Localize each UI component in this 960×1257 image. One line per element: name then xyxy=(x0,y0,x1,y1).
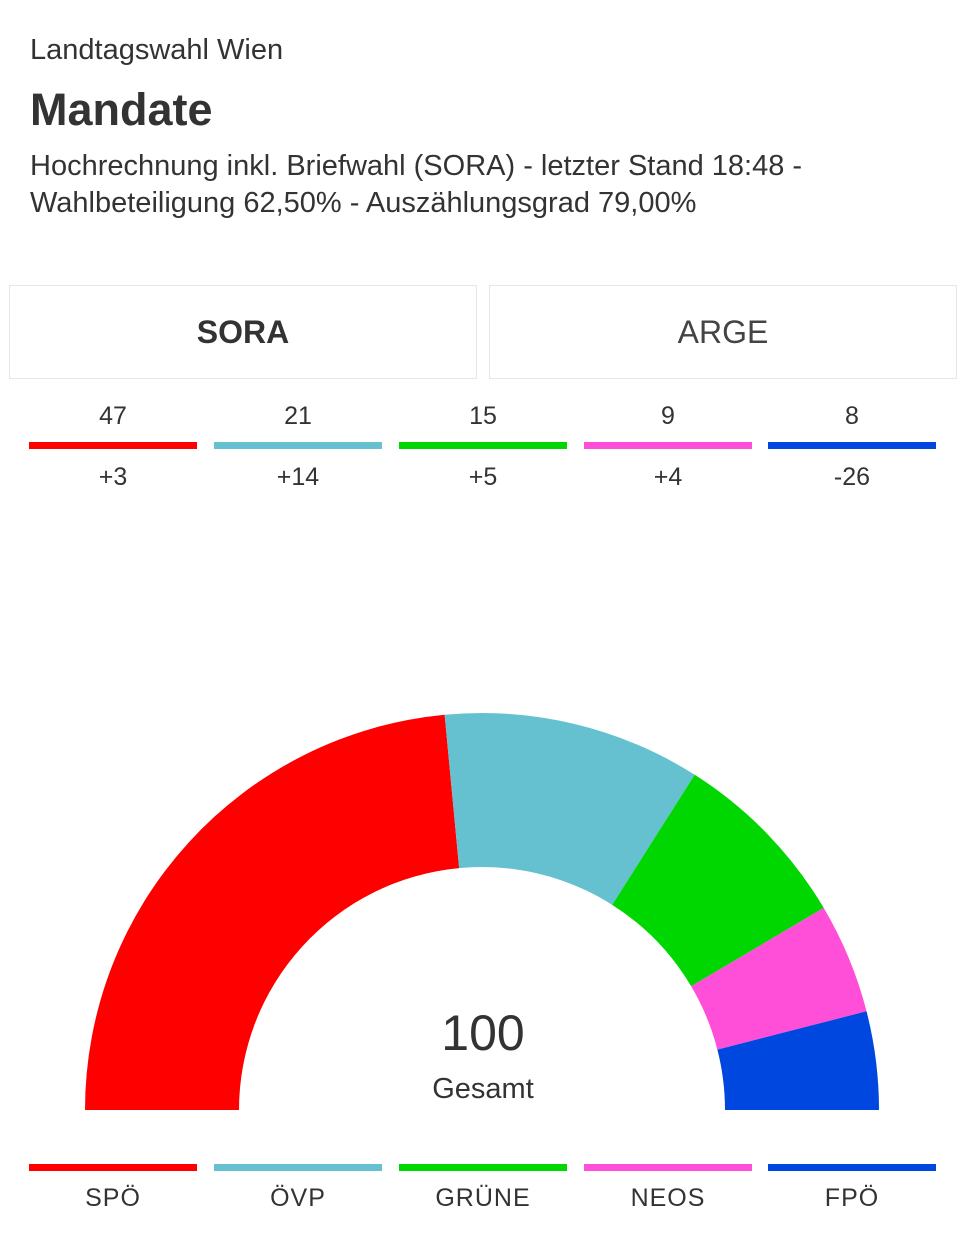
page-title: Mandate xyxy=(30,84,213,135)
seat-count-4: 8 xyxy=(845,402,859,430)
legend-swatch-4 xyxy=(768,1164,936,1171)
legend-label-4: FPÖ xyxy=(824,1184,880,1212)
party-bar-top-4 xyxy=(768,442,936,449)
party-bar-top-1 xyxy=(214,442,382,449)
description: Hochrechnung inkl. Briefwahl (SORA) - le… xyxy=(30,150,803,219)
seat-change-0: +3 xyxy=(98,463,128,491)
seat-count-0: 47 xyxy=(99,402,127,430)
segment-FPÖ xyxy=(717,1011,879,1110)
legend-label-3: NEOS xyxy=(630,1184,706,1212)
party-bar-top-3 xyxy=(584,442,752,449)
tab-arge[interactable]: ARGE xyxy=(489,285,957,379)
tab-sora[interactable]: SORA xyxy=(9,285,477,379)
seat-change-2: +5 xyxy=(468,463,498,491)
legend-swatch-3 xyxy=(584,1164,752,1171)
segment-GRÜNE xyxy=(612,774,824,987)
election-supertitle: Landtagswahl Wien xyxy=(30,34,284,66)
seat-change-1: +14 xyxy=(276,463,320,491)
segment-NEOS xyxy=(691,907,867,1050)
legend-swatch-2 xyxy=(399,1164,567,1171)
seat-change-4: -26 xyxy=(833,463,871,491)
seat-count-2: 15 xyxy=(469,402,497,430)
segment-ÖVP xyxy=(444,713,695,905)
legend-label-1: ÖVP xyxy=(270,1184,326,1212)
total-label: Gesamt xyxy=(432,1073,534,1105)
segment-SPÖ xyxy=(85,714,460,1110)
seat-change-3: +4 xyxy=(653,463,683,491)
legend-label-0: SPÖ xyxy=(85,1184,141,1212)
seat-count-1: 21 xyxy=(284,402,312,430)
total-value: 100 xyxy=(441,1005,524,1061)
legend-swatch-1 xyxy=(214,1164,382,1171)
party-bar-top-0 xyxy=(29,442,197,449)
legend-swatch-0 xyxy=(29,1164,197,1171)
party-bar-top-2 xyxy=(399,442,567,449)
legend-label-2: GRÜNE xyxy=(435,1184,531,1212)
seat-count-3: 9 xyxy=(661,402,675,430)
